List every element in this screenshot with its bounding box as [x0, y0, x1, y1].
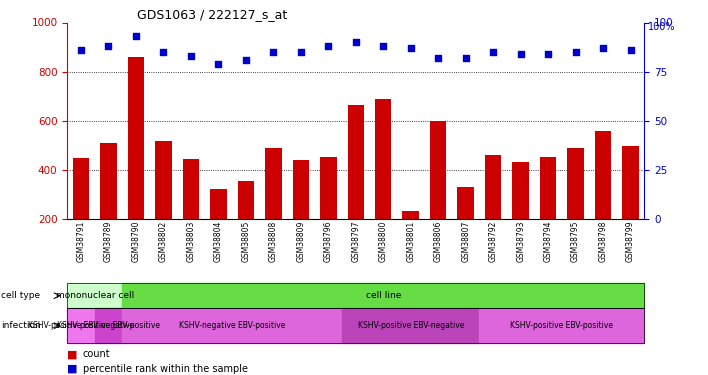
Point	[130, 33, 142, 39]
Bar	[457, 188, 474, 219]
Text: mononuclear cell: mononuclear cell	[56, 291, 134, 300]
Bar	[155, 141, 171, 219]
Bar	[348, 105, 364, 219]
Point	[598, 45, 609, 51]
Point	[185, 53, 197, 59]
Text: ■: ■	[67, 349, 78, 359]
Bar	[513, 162, 529, 219]
Bar	[265, 148, 282, 219]
Point	[212, 61, 224, 67]
Bar	[292, 160, 309, 219]
Text: GDS1063 / 222127_s_at: GDS1063 / 222127_s_at	[137, 8, 287, 21]
Point	[460, 55, 472, 61]
Bar	[183, 159, 199, 219]
Point	[240, 57, 251, 63]
Bar	[73, 158, 89, 219]
Point	[515, 51, 526, 57]
Bar	[320, 157, 336, 219]
Point	[350, 39, 361, 45]
Bar	[485, 155, 501, 219]
Bar	[540, 157, 556, 219]
Point	[488, 49, 499, 55]
Point	[570, 49, 581, 55]
Bar	[402, 211, 419, 219]
Text: KSHV-positive EBV-positive: KSHV-positive EBV-positive	[510, 321, 613, 330]
Text: ■: ■	[67, 364, 78, 374]
Text: infection: infection	[1, 321, 41, 330]
Text: KSHV-positive EBV-negative: KSHV-positive EBV-negative	[358, 321, 464, 330]
Point	[158, 49, 169, 55]
Point	[103, 43, 114, 49]
Point	[295, 49, 307, 55]
Bar	[430, 121, 447, 219]
Point	[323, 43, 334, 49]
Point	[75, 47, 86, 53]
Point	[625, 47, 636, 53]
Bar	[567, 148, 584, 219]
Text: KSHV-positive EBV-positive: KSHV-positive EBV-positive	[57, 321, 160, 330]
Point	[433, 55, 444, 61]
Bar	[210, 189, 227, 219]
Text: percentile rank within the sample: percentile rank within the sample	[83, 364, 248, 374]
Bar	[622, 146, 639, 219]
Point	[542, 51, 554, 57]
Bar	[238, 181, 254, 219]
Bar	[127, 57, 144, 219]
Bar	[595, 131, 611, 219]
Text: KSHV-positive EBV-negative: KSHV-positive EBV-negative	[28, 321, 135, 330]
Bar	[101, 143, 117, 219]
Text: count: count	[83, 349, 110, 359]
Text: cell line: cell line	[365, 291, 401, 300]
Text: KSHV-negative EBV-positive: KSHV-negative EBV-positive	[179, 321, 285, 330]
Text: cell type: cell type	[1, 291, 40, 300]
Point	[377, 43, 389, 49]
Bar	[375, 99, 392, 219]
Point	[268, 49, 279, 55]
Text: 100%: 100%	[648, 22, 675, 33]
Point	[405, 45, 416, 51]
